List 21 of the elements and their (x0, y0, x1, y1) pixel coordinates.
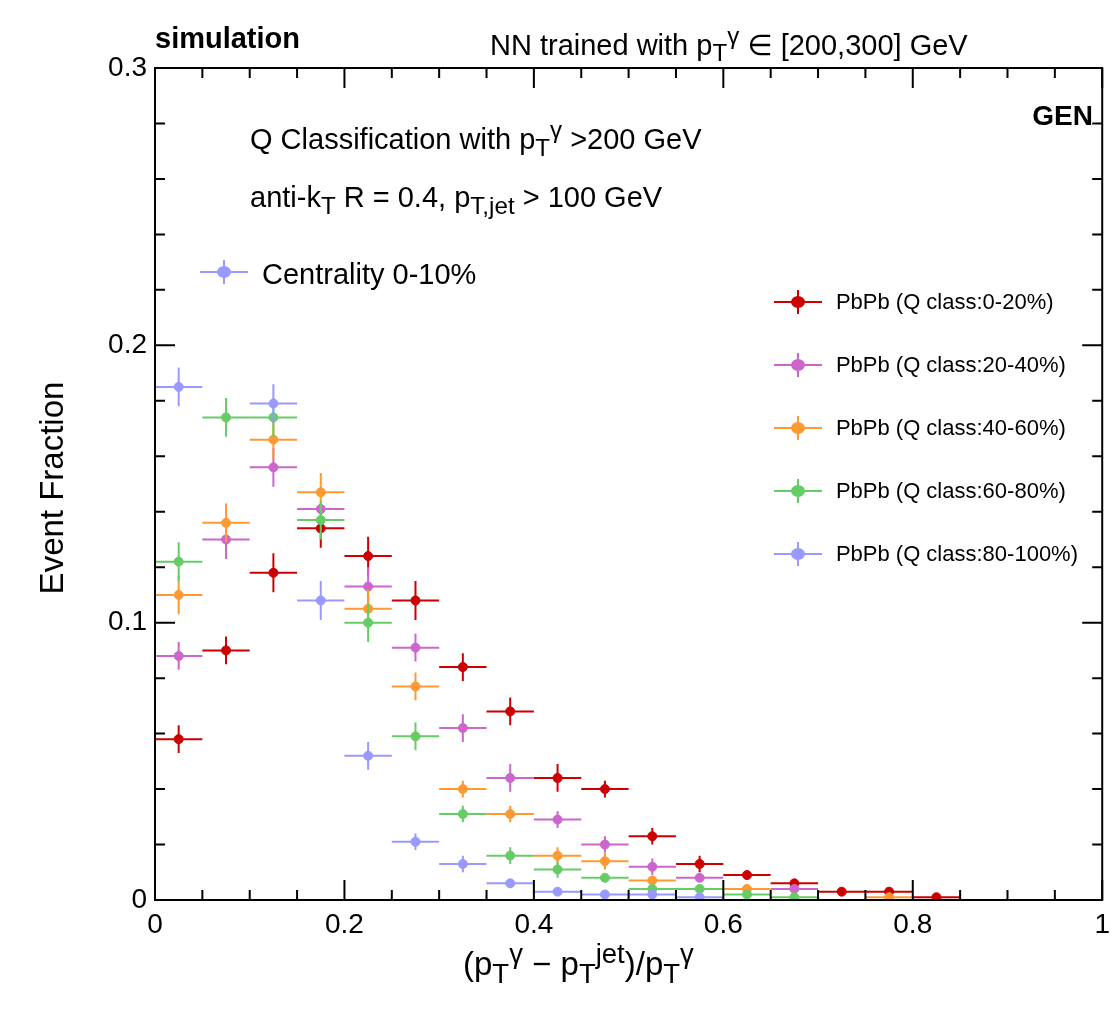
legend-label: PbPb (Q class:20-40%) (835, 351, 1066, 378)
legend-label: PbPb (Q class:60-80%) (835, 477, 1066, 504)
chart-title: simulation (155, 22, 301, 55)
y-tick-label: 0.1 (108, 605, 147, 637)
legend-label: PbPb (Q class:40-60%) (835, 414, 1066, 441)
legend-label: PbPb (Q class:80-100%) (835, 540, 1078, 567)
y-axis-title: Event Fraction (33, 381, 71, 595)
x-tick-label: 1 (1094, 907, 1110, 939)
y-tick-label: 0.2 (108, 328, 147, 360)
annotation: Q Classification with p$_{T}$$^{γ}$ >200 GeV (250, 116, 702, 161)
chart-subtitle: NN trained with p$_{T}$$^{γ}$ ∈ [200,300] GeV (490, 22, 968, 68)
x-tick-label: 0.8 (893, 907, 933, 939)
y-tick-label: 0.3 (108, 50, 147, 82)
x-tick-label: 0.2 (324, 907, 364, 939)
legend-label: PbPb (Q class:0-20%) (835, 288, 1054, 315)
x-tick-label: 0.6 (703, 907, 743, 939)
y-tick-label: 0 (131, 882, 147, 914)
annotation: anti-k$_{T}$ R = 0.4, p$_{T,jet}$ > 100 GeV (250, 181, 663, 219)
annotation: GEN (1032, 99, 1093, 131)
x-tick-label: 0.4 (514, 907, 554, 939)
annotation: Centrality 0-10% (262, 257, 477, 290)
